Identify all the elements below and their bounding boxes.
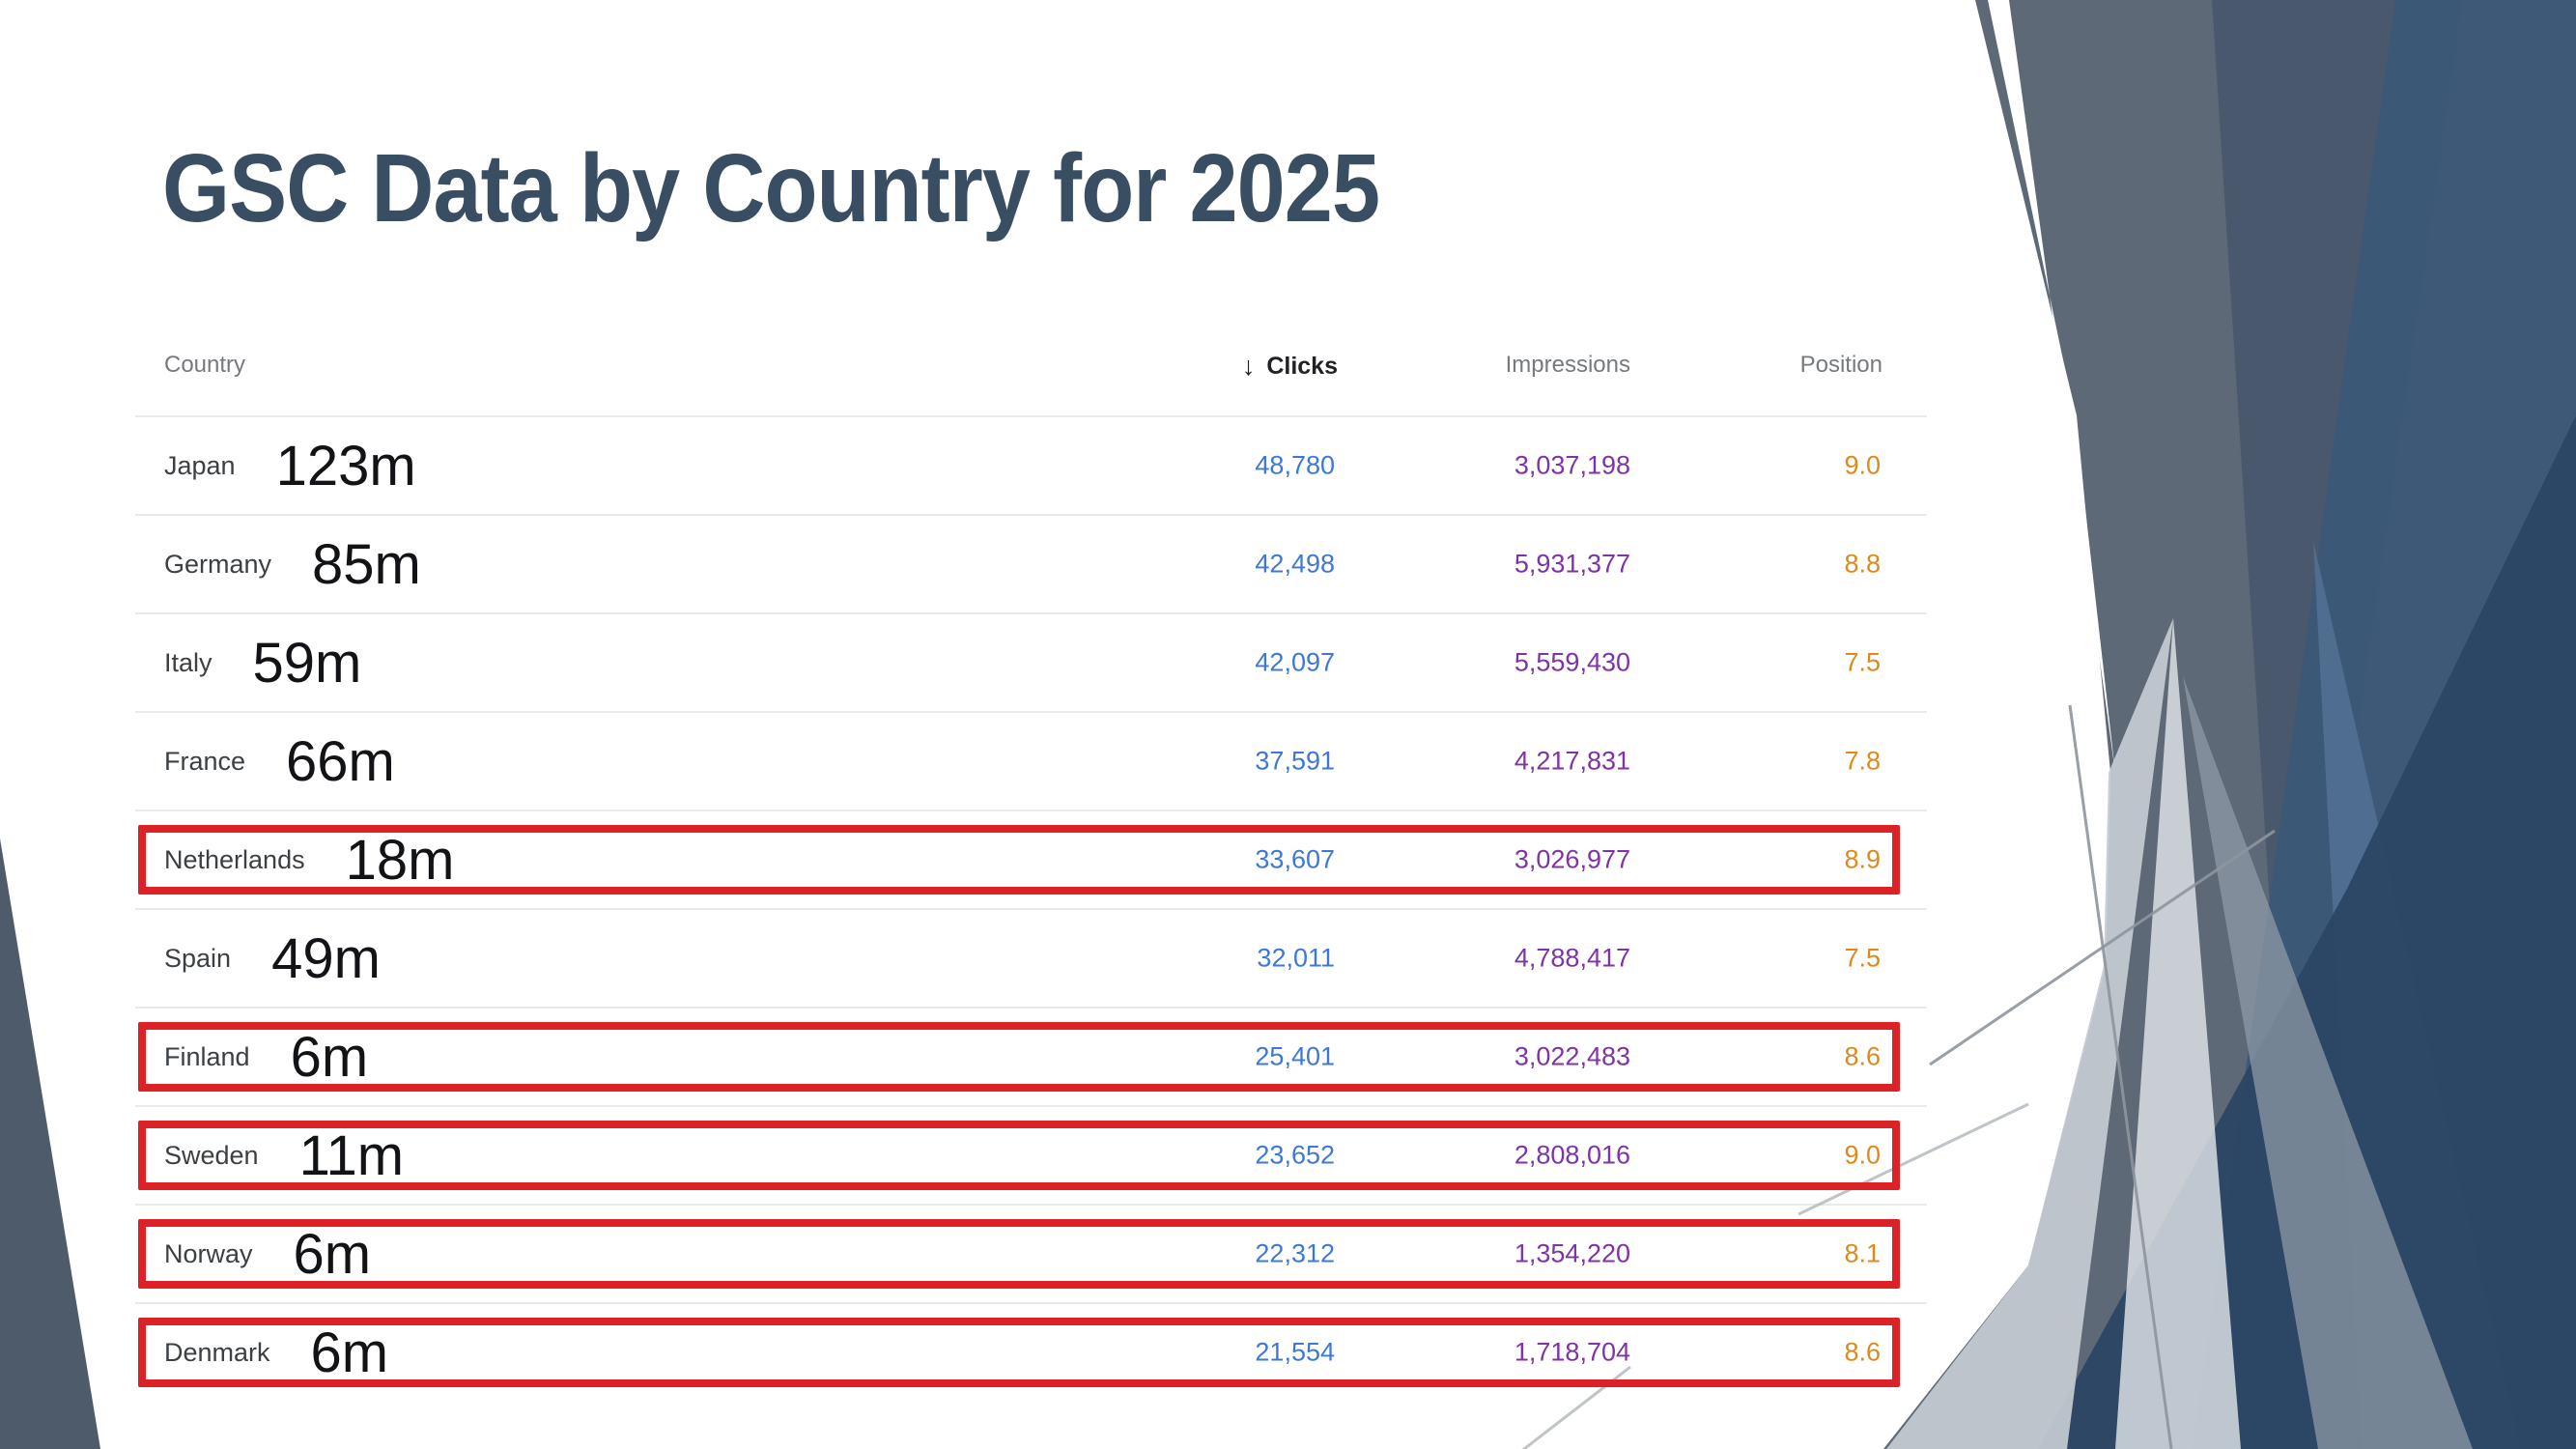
sort-descending-icon: ↓	[1241, 352, 1256, 381]
country-name: Netherlands	[164, 844, 305, 874]
population-annotation: 49m	[271, 926, 381, 990]
table-body: Japan 123m 48,780 3,037,198 9.0 Germany …	[135, 415, 1927, 1401]
column-header-clicks: ↓ Clicks	[1242, 352, 1338, 382]
position-value: 7.8	[1844, 746, 1881, 776]
impressions-value: 1,354,220	[1514, 1238, 1630, 1268]
population-annotation: 123m	[275, 434, 416, 497]
population-annotation: 11m	[298, 1123, 405, 1187]
column-header-country: Country	[164, 352, 246, 378]
country-name: Italy	[164, 647, 212, 677]
impressions-value: 1,718,704	[1514, 1337, 1630, 1367]
population-annotation: 6m	[290, 1025, 369, 1089]
clicks-value: 32,011	[1257, 943, 1335, 973]
position-value: 8.6	[1844, 1041, 1881, 1071]
position-value: 8.1	[1844, 1238, 1881, 1268]
impressions-value: 4,788,417	[1514, 943, 1630, 973]
impressions-value: 5,559,430	[1514, 647, 1630, 677]
highlight-box	[138, 1318, 1900, 1387]
clicks-value: 48,780	[1255, 450, 1335, 480]
clicks-value: 42,498	[1255, 549, 1335, 579]
gsc-table: Country ↓ Clicks Impressions Position Ja…	[135, 328, 1927, 1387]
position-value: 8.8	[1844, 549, 1881, 579]
deco-bottom-left-triangle	[0, 838, 100, 1449]
impressions-value: 2,808,016	[1514, 1140, 1630, 1170]
highlight-box	[138, 825, 1900, 895]
table-row: France 66m 37,591 4,217,831 7.8	[135, 711, 1927, 810]
highlight-box	[138, 1121, 1900, 1190]
impressions-value: 3,026,977	[1514, 844, 1630, 874]
table-row: Japan 123m 48,780 3,037,198 9.0	[135, 415, 1927, 514]
country-name: Sweden	[164, 1140, 259, 1170]
clicks-value: 33,607	[1255, 844, 1335, 874]
impressions-value: 5,931,377	[1514, 549, 1630, 579]
position-value: 8.9	[1844, 844, 1881, 874]
position-value: 7.5	[1844, 943, 1881, 973]
clicks-value: 23,652	[1255, 1140, 1335, 1170]
table-row: Germany 85m 42,498 5,931,377 8.8	[135, 514, 1927, 612]
table-row: Denmark 6m 21,554 1,718,704 8.6	[135, 1302, 1927, 1401]
country-name: Finland	[164, 1041, 250, 1071]
population-annotation: 59m	[252, 631, 362, 695]
column-header-position: Position	[1799, 352, 1882, 378]
table-row: Norway 6m 22,312 1,354,220 8.1	[135, 1204, 1927, 1302]
table-row: Sweden 11m 23,652 2,808,016 9.0	[135, 1105, 1927, 1204]
position-value: 9.0	[1844, 450, 1881, 480]
country-name: Spain	[164, 943, 232, 973]
table-row: Finland 6m 25,401 3,022,483 8.6	[135, 1007, 1927, 1105]
column-header-impressions: Impressions	[1505, 352, 1630, 378]
population-annotation: 66m	[286, 729, 395, 793]
clicks-value: 25,401	[1255, 1041, 1335, 1071]
position-value: 8.6	[1844, 1337, 1881, 1367]
country-name: Germany	[164, 549, 272, 579]
country-name: France	[164, 746, 246, 776]
population-annotation: 6m	[293, 1222, 372, 1286]
highlight-box	[138, 1022, 1900, 1092]
position-value: 7.5	[1844, 647, 1881, 677]
clicks-value: 37,591	[1255, 746, 1335, 776]
population-annotation: 6m	[310, 1321, 389, 1384]
population-annotation: 18m	[345, 828, 455, 892]
country-name: Japan	[164, 450, 236, 480]
impressions-value: 3,037,198	[1514, 450, 1630, 480]
table-header-row: Country ↓ Clicks Impressions Position	[135, 328, 1927, 415]
table-row: Italy 59m 42,097 5,559,430 7.5	[135, 612, 1927, 711]
population-annotation: 85m	[312, 532, 421, 596]
clicks-value: 21,554	[1255, 1337, 1335, 1367]
deco-dark-navy-wedge	[2038, 415, 2576, 1449]
table-row: Spain 49m 32,011 4,788,417 7.5	[135, 908, 1927, 1007]
country-name: Norway	[164, 1238, 253, 1268]
table-row: Netherlands 18m 33,607 3,026,977 8.9	[135, 810, 1927, 908]
impressions-value: 4,217,831	[1514, 746, 1630, 776]
impressions-value: 3,022,483	[1514, 1041, 1630, 1071]
page-title: GSC Data by Country for 2025	[162, 134, 1380, 242]
column-header-clicks-label: Clicks	[1266, 353, 1338, 380]
country-name: Denmark	[164, 1337, 270, 1367]
highlight-box	[138, 1219, 1900, 1289]
clicks-value: 42,097	[1255, 647, 1335, 677]
clicks-value: 22,312	[1255, 1238, 1335, 1268]
